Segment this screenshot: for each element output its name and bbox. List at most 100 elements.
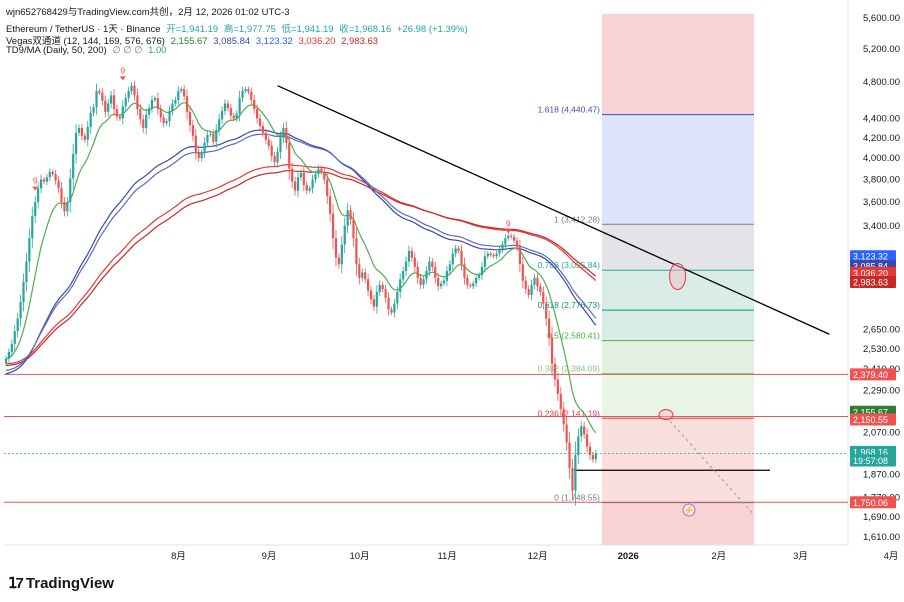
price-tag-bg — [850, 276, 896, 289]
price-tag-label: 1,750.06 — [853, 498, 888, 508]
candle — [460, 244, 463, 271]
candle — [381, 281, 384, 293]
candle — [442, 277, 446, 287]
candle-body — [477, 275, 481, 278]
legend-symbol-row[interactable]: Ethereum / TetherUS · 1天 · Binance 开=1,9… — [6, 21, 471, 35]
candle — [469, 282, 472, 289]
legend-td-row[interactable]: TD9/MA (Daily, 50, 200) ∅ ∅ ∅ 1.00 — [6, 45, 170, 56]
candle — [495, 250, 498, 259]
candle — [311, 174, 314, 194]
candle — [145, 108, 148, 135]
candle-body — [174, 99, 177, 104]
candle — [95, 83, 98, 115]
candle-body — [288, 142, 291, 169]
candle — [4, 355, 8, 367]
candle — [188, 105, 192, 132]
candle — [404, 256, 408, 277]
candle — [518, 239, 522, 273]
candle-body — [331, 213, 335, 239]
candle-body — [31, 216, 34, 239]
candle-body — [393, 303, 396, 313]
price-axis-label: 1,690.00 — [863, 512, 900, 523]
vegas-ema144-line — [5, 129, 597, 375]
candle-body — [124, 98, 127, 107]
candle — [527, 285, 530, 299]
candle-body — [515, 240, 519, 248]
candle — [410, 247, 413, 262]
trendline[interactable] — [277, 85, 830, 515]
candle-body — [145, 114, 148, 128]
horizontal-lines[interactable] — [4, 373, 848, 503]
candle — [253, 95, 256, 115]
candle-body — [74, 132, 78, 154]
candle — [80, 123, 84, 141]
time-axis[interactable]: 8月 9月 10月 11月 12月 2026 2月 3月 4月 — [171, 551, 898, 562]
candle-body — [165, 121, 168, 124]
candle — [147, 104, 151, 119]
legend-vegas-row[interactable]: Vegas双通道 (12, 144, 169, 576, 676) 2,155.… — [6, 33, 381, 47]
candle — [276, 146, 279, 168]
fib-level-label: 0.236 (2,141.19) — [538, 408, 601, 418]
candle — [177, 86, 180, 105]
candle — [393, 298, 396, 318]
candle — [568, 432, 571, 480]
candle-body — [34, 201, 37, 217]
candle — [51, 169, 54, 177]
candle-body — [457, 248, 460, 251]
candle — [69, 168, 72, 213]
candle-body — [437, 277, 440, 287]
fib-extension[interactable]: 1.618 (4,440.47) 1 (3,412.28) 0.786 (3,055… — [538, 105, 754, 504]
candle — [60, 181, 63, 209]
candle-body — [171, 103, 174, 111]
candle-body — [545, 303, 548, 319]
candle — [168, 105, 171, 127]
candle — [197, 148, 200, 163]
legend-td-value: 1.00 — [148, 45, 167, 56]
candle — [39, 174, 43, 194]
candle-body — [197, 151, 200, 159]
candle — [542, 286, 545, 310]
candle — [209, 131, 212, 137]
candle-body — [565, 424, 568, 443]
candle-body — [498, 249, 501, 254]
candle — [337, 253, 340, 269]
legend-close: 收=1,968.16 — [339, 24, 392, 35]
candle-body — [54, 174, 57, 181]
candle-body — [4, 358, 8, 363]
candle-body — [209, 133, 212, 135]
candle-body — [241, 90, 244, 99]
candle — [463, 257, 466, 285]
candle-body — [472, 283, 475, 287]
candle-body — [340, 244, 343, 265]
candle — [556, 372, 559, 401]
candle-body — [320, 168, 323, 172]
event-marker-icon — [682, 503, 696, 517]
fib-zone — [602, 224, 754, 271]
fib-zone — [602, 373, 754, 419]
candle-body — [276, 151, 279, 163]
candle-body — [83, 135, 86, 140]
candle — [577, 428, 580, 464]
candle-body — [439, 283, 443, 287]
price-tags: 3,123.323,085.843,036.202,983.63 2,379.40… — [850, 250, 896, 509]
candle — [45, 174, 48, 185]
candle — [559, 387, 562, 417]
candle — [235, 110, 238, 122]
candle — [521, 256, 524, 289]
candle — [501, 241, 504, 254]
price-axis-label: 3,800.00 — [863, 174, 900, 185]
candle-body — [39, 179, 43, 189]
candle-body — [434, 266, 437, 278]
fib-zone — [602, 340, 754, 374]
candle-body — [553, 363, 557, 380]
candle-body — [521, 264, 524, 281]
candle — [407, 245, 411, 268]
candle-body — [399, 279, 402, 292]
fib-zone — [602, 270, 754, 311]
candle — [536, 273, 539, 292]
candle-body — [63, 201, 66, 212]
candle — [115, 104, 119, 121]
candle-body — [89, 112, 92, 128]
tradingview-logo[interactable]: 𝟣7 TradingView — [8, 574, 114, 592]
